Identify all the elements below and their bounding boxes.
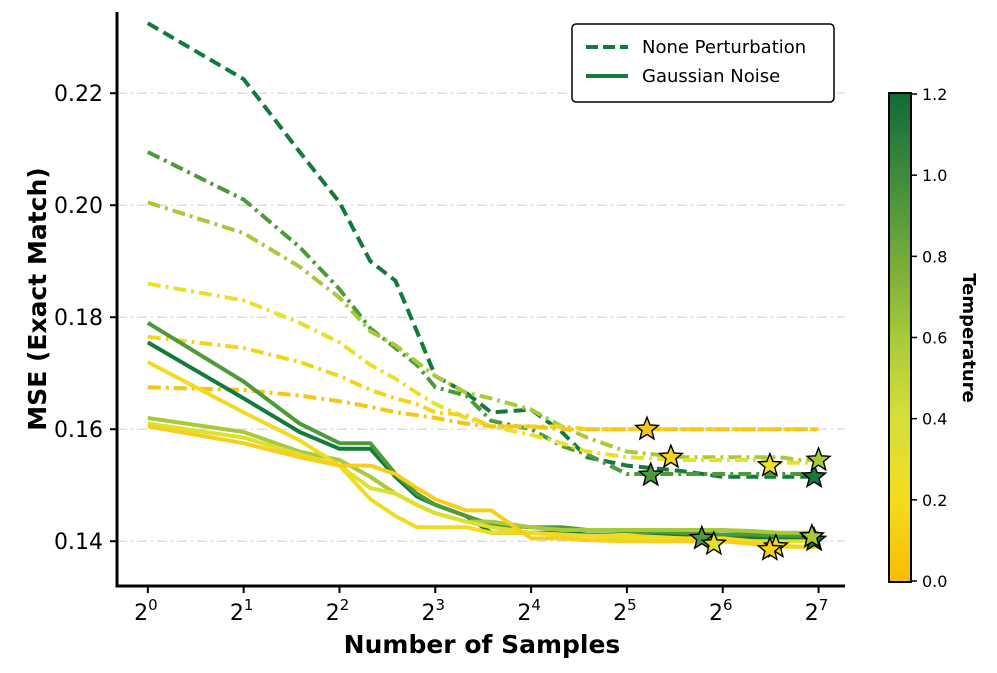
colorbar: 0.0 0.2 0.4 0.6 0.8 1.0 1.2 Temperature [888, 85, 979, 591]
series-lines [146, 21, 819, 549]
series-line-dashed-0 [146, 21, 819, 479]
y-tick-label-0: 0.14 [54, 530, 103, 555]
x-tick-base-6: 2 [709, 601, 723, 626]
y-tick-label-1: 0.16 [54, 418, 103, 443]
x-tick-base-4: 2 [517, 601, 531, 626]
colorbar-tick-label-6: 1.2 [922, 85, 947, 104]
best-marker-3 [756, 451, 784, 477]
legend: None Perturbation Gaussian Noise [571, 23, 835, 103]
y-tick-label-3: 0.20 [54, 194, 103, 219]
x-tick-label-2: 22 [326, 596, 350, 626]
x-tick-label-3: 23 [422, 596, 446, 626]
best-marker-9 [700, 530, 728, 556]
best-marker-5 [633, 415, 661, 441]
x-axis-title: Number of Samples [344, 630, 621, 659]
series-line-dashdot-3 [147, 281, 819, 465]
best-marker-8 [798, 522, 826, 548]
x-tick-exponent-2: 2 [340, 596, 350, 614]
x-tick-label-4: 24 [517, 596, 541, 626]
y-axis-title: MSE (Exact Match) [23, 167, 52, 430]
y-tick-label-2: 0.18 [54, 306, 103, 331]
x-tick-exponent-3: 3 [436, 596, 446, 614]
x-tick-exponent-5: 5 [627, 596, 637, 614]
series-line-dashdot-5 [147, 385, 819, 432]
colorbar-tick-label-5: 1.0 [922, 166, 947, 185]
x-tick-base-5: 2 [613, 601, 627, 626]
legend-box [571, 23, 835, 103]
best-marker-11 [756, 535, 784, 561]
series-line-solid-10 [146, 360, 819, 549]
x-tick-label-6: 26 [709, 596, 733, 626]
colorbar-tick-label-0: 0.0 [922, 572, 947, 591]
series-line-solid-9 [147, 421, 819, 544]
x-tick-label-0: 20 [134, 596, 158, 626]
best-marker-7 [688, 524, 716, 550]
x-tick-base-7: 2 [805, 601, 819, 626]
series-line-dashdot-4 [147, 334, 819, 432]
series-line-solid-11 [147, 424, 819, 549]
best-markers [633, 415, 832, 561]
grid-lines [117, 92, 845, 542]
x-tick-label-1: 21 [230, 596, 254, 626]
colorbar-tick-label-4: 0.8 [922, 247, 947, 266]
colorbar-tick-label-3: 0.6 [922, 329, 947, 348]
x-tick-base-3: 2 [422, 601, 436, 626]
legend-label-none-perturbation: None Perturbation [642, 37, 806, 58]
legend-label-gaussian-noise: Gaussian Noise [642, 66, 780, 87]
y-tick-label-4: 0.22 [54, 82, 103, 107]
best-marker-0 [800, 462, 828, 489]
x-tick-label-5: 25 [613, 596, 637, 626]
x-tick-base-0: 2 [134, 601, 148, 626]
x-tick-exponent-1: 1 [244, 596, 254, 614]
colorbar-gradient [888, 92, 912, 583]
x-tick-exponent-7: 7 [819, 596, 829, 614]
colorbar-tick-label-1: 0.2 [922, 491, 947, 510]
x-tick-base-2: 2 [326, 601, 340, 626]
best-marker-4 [657, 443, 685, 469]
colorbar-tick-label-2: 0.4 [922, 410, 947, 429]
x-tick-exponent-6: 6 [723, 596, 733, 614]
series-line-dashdot-2 [147, 200, 819, 462]
x-tick-base-1: 2 [230, 601, 244, 626]
colorbar-ticks: 0.0 0.2 0.4 0.6 0.8 1.0 1.2 [911, 85, 947, 591]
best-marker-2 [805, 446, 832, 472]
x-tick-label-7: 27 [805, 596, 829, 626]
x-tick-exponent-0: 0 [148, 596, 158, 614]
series-line-dashdot-1 [146, 150, 819, 476]
best-marker-1 [637, 461, 664, 487]
x-tick-exponent-4: 4 [531, 596, 541, 614]
colorbar-title: Temperature [958, 273, 979, 402]
